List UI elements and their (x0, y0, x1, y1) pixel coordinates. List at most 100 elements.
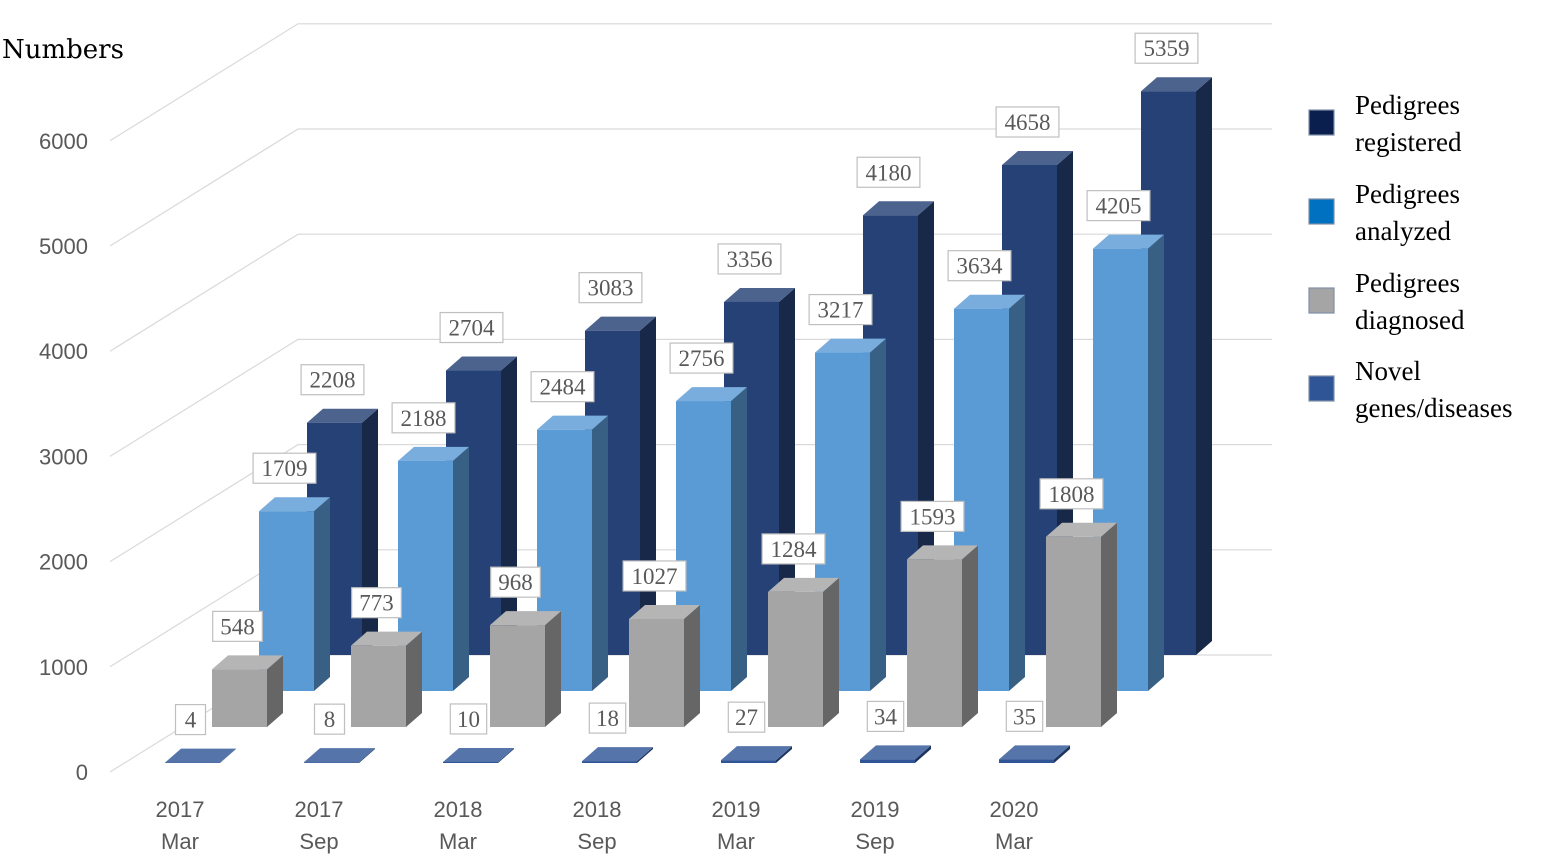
data-label-box (866, 700, 905, 733)
bar (582, 747, 653, 763)
data-label-box (1086, 190, 1151, 222)
legend-label: Novel genes/diseases (1355, 356, 1512, 423)
data-label-box (300, 364, 365, 396)
bar-side (962, 545, 978, 727)
gridline-3000 (109, 338, 1272, 457)
bar (443, 747, 514, 763)
bar-front (629, 618, 684, 727)
data-label: 8 (313, 703, 346, 735)
bar-top (351, 631, 422, 646)
legend-swatch (1308, 375, 1335, 402)
bar-front (304, 762, 359, 763)
bar-top (585, 316, 656, 331)
data-label-text: 1027 (632, 564, 678, 589)
bar-side (776, 746, 792, 763)
bar-top (1093, 234, 1164, 249)
data-label-text: 35 (1013, 704, 1036, 729)
y-tick-label: 4000 (39, 339, 88, 364)
bar-front (443, 761, 498, 763)
data-label: 4658 (995, 106, 1060, 138)
bar (1046, 522, 1117, 727)
gridline-6000 (109, 23, 1272, 142)
data-label: 1027 (622, 560, 687, 592)
data-label-box (761, 533, 826, 565)
bar-top (1141, 77, 1212, 92)
bar-side (498, 747, 514, 763)
y-tick-label: 0 (76, 760, 88, 785)
legend-label: Pedigrees analyzed (1355, 179, 1460, 246)
data-label-box (588, 702, 627, 734)
data-label-box (313, 703, 346, 735)
bar (954, 294, 1025, 691)
data-label-text: 2188 (401, 406, 447, 431)
data-label-text: 773 (359, 591, 394, 616)
bar-top (307, 408, 378, 423)
bar (351, 631, 422, 727)
data-label: 10 (449, 703, 488, 735)
legend-item: Pedigrees diagnosed (1308, 268, 1465, 335)
x-tick-label: 2019 Mar (712, 797, 761, 854)
y-tick-label: 2000 (39, 550, 88, 575)
legend-label: Pedigrees registered (1355, 90, 1462, 157)
bar-side (1196, 77, 1212, 655)
data-label-text: 5359 (1144, 36, 1190, 61)
bar-side (823, 577, 839, 727)
data-label-text: 4 (185, 708, 197, 733)
y-axis-label: Numbers (2, 35, 124, 65)
bar-top (860, 745, 931, 760)
legend-item: Pedigrees analyzed (1308, 179, 1460, 246)
data-label: 3217 (808, 293, 873, 326)
bar (721, 746, 792, 763)
data-label-box (900, 500, 965, 533)
data-label: 35 (1005, 700, 1044, 732)
bar-top (863, 201, 934, 216)
bar-top (954, 294, 1025, 309)
data-label-text: 34 (874, 704, 898, 729)
data-label: 1808 (1039, 478, 1104, 510)
y-tick-label: 5000 (39, 234, 88, 259)
gridline-4000 (109, 233, 1272, 352)
data-label-text: 3356 (727, 247, 773, 272)
bar-front (490, 625, 545, 727)
data-label: 968 (490, 566, 541, 598)
data-label-box (808, 293, 873, 326)
x-tick-label: 2018 Sep (573, 797, 622, 854)
y-axis-ticks: 0 1000 2000 3000 4000 5000 6000 (39, 129, 88, 785)
data-label-text: 968 (498, 570, 533, 595)
bar-top (1002, 150, 1073, 165)
bar (768, 577, 839, 727)
gridline-2000 (109, 444, 1272, 563)
data-label: 2484 (530, 371, 595, 403)
bar-top (398, 446, 469, 461)
bar-front (351, 645, 406, 727)
data-label: 1593 (900, 500, 965, 533)
data-label-text: 2484 (540, 375, 587, 400)
bar-top (537, 415, 608, 430)
category-labels: 2017 Mar 2017 Sep 2018 Mar 2018 Sep 2019 Mar 2019 S… (156, 797, 1039, 854)
bar-front (721, 760, 776, 763)
bar (860, 745, 931, 763)
bar-top (304, 748, 375, 763)
data-label-box (622, 560, 687, 592)
data-label-box (174, 703, 207, 736)
y-tick-label: 1000 (39, 655, 88, 680)
data-label-text: 3083 (588, 276, 634, 301)
data-label-box (995, 106, 1060, 138)
data-label: 4180 (856, 156, 921, 188)
data-label-box (727, 701, 766, 733)
bar-side (501, 356, 517, 655)
bar-top (629, 604, 700, 619)
data-label: 4205 (1086, 190, 1151, 222)
data-label-text: 1593 (910, 504, 956, 529)
data-label: 27 (727, 701, 766, 733)
bar-top (815, 338, 886, 353)
gridlines (109, 23, 1272, 773)
bar-front (582, 761, 637, 763)
bar (629, 604, 700, 727)
bar-side (545, 611, 561, 727)
legend: Pedigrees registered Pedigrees analyzed Pedi… (1308, 90, 1512, 423)
bar (999, 745, 1070, 763)
bar-side (640, 316, 656, 655)
data-label: 2704 (439, 311, 504, 344)
data-label: 5359 (1134, 32, 1199, 64)
